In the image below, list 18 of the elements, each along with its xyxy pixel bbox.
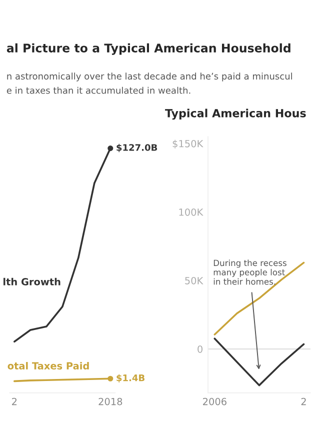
- x-tick-label: 2018: [98, 398, 122, 406]
- chart-title: Typical American Hous: [165, 108, 306, 120]
- y-tick-label: 100K: [179, 208, 204, 216]
- data-label: $127.0B: [116, 144, 158, 152]
- line-series: [214, 262, 305, 336]
- text: al Picture to a Typical American Household: [6, 43, 290, 55]
- text: n astronomically over the last decade and he’s paid a minuscul e in taxes than it accumulated in wealth.: [6, 72, 292, 94]
- line-series: [214, 338, 305, 386]
- x-tick-label: 2006: [203, 398, 226, 406]
- series-label: otal Taxes Paid: [8, 362, 89, 370]
- y-tick-label: $150K: [172, 140, 204, 149]
- x-tick-label: 2: [301, 398, 306, 406]
- x-tick-label: 2: [12, 398, 17, 406]
- series-label: lth Growth: [4, 278, 60, 286]
- y-tick-label: 50K: [185, 276, 204, 284]
- data-label: $1.4B: [116, 374, 144, 382]
- annotation: During the recess many people lost in their homes.: [214, 260, 286, 285]
- y-tick-label: 0: [198, 345, 202, 353]
